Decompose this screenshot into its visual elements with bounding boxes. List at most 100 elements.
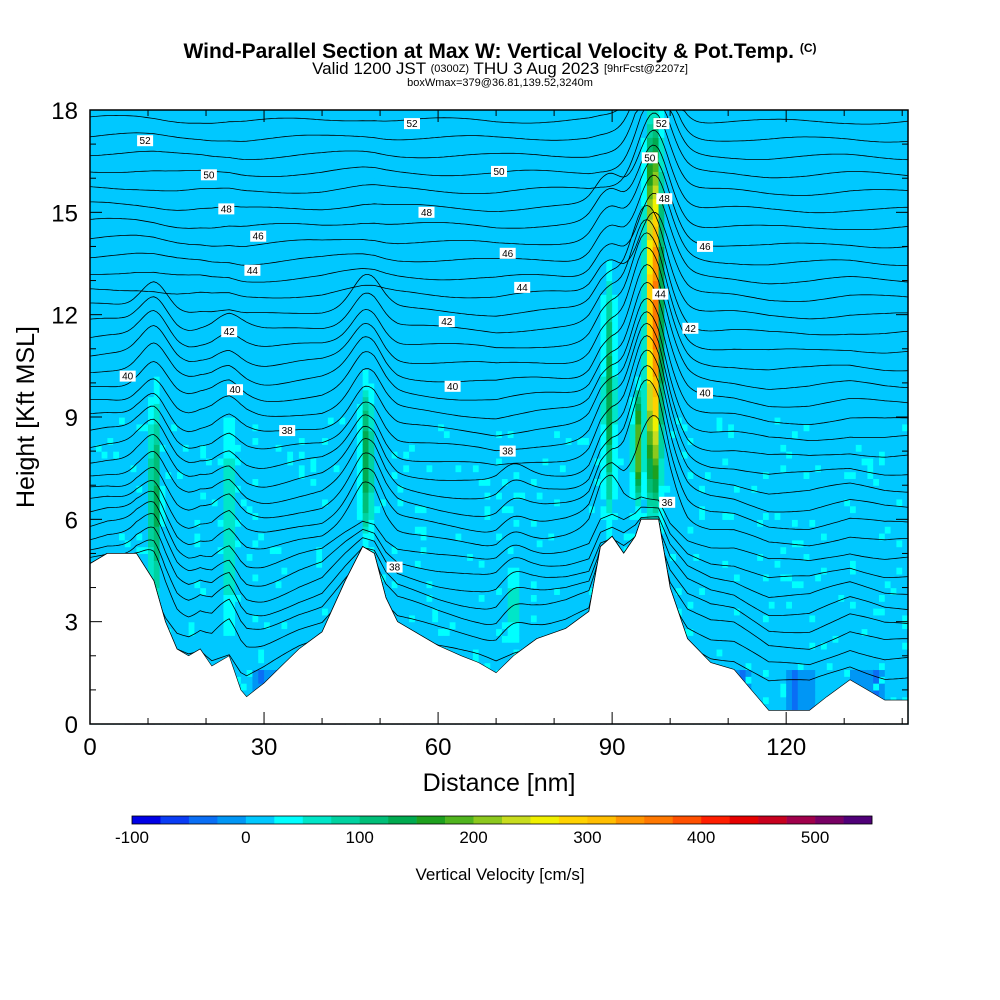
velocity-cell — [409, 601, 416, 609]
velocity-cell — [188, 567, 196, 575]
velocity-cell — [165, 157, 172, 166]
velocity-cell — [142, 403, 149, 411]
velocity-cell — [211, 608, 219, 616]
velocity-cell — [391, 341, 399, 350]
velocity-cell — [136, 130, 143, 138]
velocity-cell — [264, 164, 271, 172]
velocity-cell — [200, 355, 207, 364]
velocity-cell — [304, 239, 312, 248]
velocity-cell — [124, 164, 132, 172]
velocity-cell — [107, 253, 114, 261]
velocity-cell — [165, 260, 172, 268]
velocity-cell — [95, 130, 103, 138]
velocity-cell — [252, 464, 259, 473]
velocity-cell — [229, 123, 236, 132]
velocity-cell — [275, 225, 283, 234]
velocity-cell — [275, 171, 283, 179]
velocity-cell — [269, 212, 277, 220]
velocity-cell — [304, 587, 312, 595]
velocity-cell — [397, 423, 404, 432]
velocity-cell — [200, 539, 207, 548]
velocity-cell — [101, 157, 108, 166]
velocity-cell — [269, 532, 277, 541]
velocity-cell — [397, 519, 404, 527]
velocity-cell — [281, 485, 288, 493]
velocity-cell — [281, 328, 288, 336]
velocity-cell — [101, 539, 108, 548]
velocity-cell — [322, 457, 329, 466]
velocity-cell — [275, 512, 283, 520]
velocity-cell — [188, 587, 196, 595]
velocity-cell — [107, 444, 114, 452]
velocity-cell — [368, 321, 375, 329]
velocity-cell — [119, 219, 126, 227]
velocity-cell — [246, 546, 254, 555]
velocity-cell — [194, 178, 201, 186]
velocity-cell — [177, 294, 184, 302]
velocity-cell — [397, 123, 404, 132]
velocity-cell — [171, 498, 178, 507]
velocity-cell — [281, 451, 288, 459]
velocity-cell — [113, 505, 120, 514]
velocity-cell — [159, 123, 167, 132]
velocity-cell — [304, 437, 312, 445]
velocity-cell — [159, 532, 167, 541]
velocity-cell — [90, 512, 97, 520]
velocity-cell — [206, 648, 213, 657]
velocity-cell — [281, 614, 288, 623]
velocity-cell — [339, 498, 346, 507]
velocity-cell — [200, 621, 207, 630]
velocity-cell — [368, 532, 375, 541]
velocity-cell — [275, 266, 283, 275]
velocity-cell — [153, 396, 161, 404]
velocity-cell — [304, 260, 312, 268]
velocity-cell — [304, 341, 312, 350]
velocity-cell — [136, 266, 143, 275]
velocity-cell — [391, 485, 399, 493]
velocity-cell — [264, 628, 271, 636]
velocity-cell — [275, 567, 283, 575]
velocity-cell — [356, 137, 364, 145]
velocity-cell — [113, 191, 120, 200]
velocity-cell — [246, 321, 254, 329]
velocity-cell — [362, 123, 370, 132]
velocity-cell — [159, 594, 167, 602]
velocity-cell — [240, 573, 248, 582]
velocity-cell — [223, 546, 230, 555]
velocity-cell — [298, 219, 306, 227]
velocity-cell — [90, 130, 97, 138]
velocity-cell — [148, 362, 155, 370]
velocity-cell — [130, 457, 138, 466]
velocity-cell — [409, 608, 416, 616]
velocity-cell — [380, 580, 387, 589]
velocity-cell — [327, 157, 335, 166]
velocity-cell — [316, 130, 323, 138]
velocity-cell — [240, 253, 248, 261]
velocity-cell — [165, 212, 172, 220]
velocity-cell — [194, 348, 201, 357]
velocity-cell — [229, 314, 236, 323]
velocity-cell — [339, 232, 346, 241]
velocity-cell — [310, 110, 317, 118]
velocity-cell — [124, 273, 132, 282]
velocity-cell — [188, 287, 196, 295]
velocity-cell — [235, 355, 242, 364]
velocity-cell — [264, 150, 271, 159]
velocity-cell — [269, 539, 277, 548]
velocity-cell — [171, 362, 178, 370]
velocity-cell — [339, 389, 346, 398]
velocity-cell — [403, 110, 410, 118]
velocity-cell — [327, 423, 335, 432]
velocity-cell — [403, 587, 410, 595]
velocity-cell — [287, 539, 294, 548]
velocity-cell — [148, 485, 155, 493]
velocity-cell — [200, 471, 207, 479]
velocity-cell — [287, 478, 294, 486]
velocity-cell — [223, 301, 230, 309]
velocity-cell — [136, 253, 143, 261]
velocity-cell — [200, 382, 207, 391]
velocity-cell — [409, 621, 416, 630]
velocity-cell — [101, 471, 108, 479]
velocity-cell — [368, 417, 375, 425]
velocity-cell — [206, 464, 213, 473]
